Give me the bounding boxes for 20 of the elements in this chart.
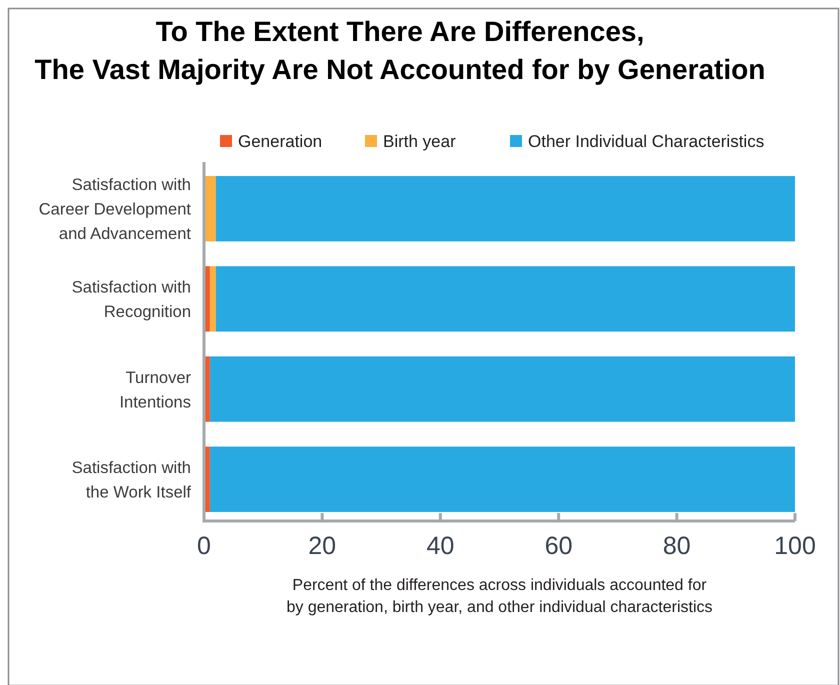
x-tick-label: 80 <box>662 532 691 560</box>
y-tick-label: Satisfaction with Career Development and Advancement <box>38 176 192 244</box>
bar <box>216 176 795 242</box>
x-tick-label: 60 <box>544 532 573 560</box>
y-tick-label: Satisfaction with the Work Itself <box>72 459 192 502</box>
y-tick-label: Turnover Intentions <box>119 368 192 412</box>
bar <box>210 356 795 422</box>
legend-label: Generation <box>238 132 322 151</box>
x-tick-label: 0 <box>197 532 211 560</box>
bar <box>216 266 795 332</box>
y-tick-label: Satisfaction with Recognition <box>72 278 191 322</box>
legend-label: Birth year <box>383 132 456 151</box>
bar <box>210 266 216 332</box>
chart-title: To The Extent There Are Differences, The Vast Majority Are Not Accounted for by Generation <box>34 16 766 85</box>
x-tick-label: 40 <box>426 532 454 560</box>
x-tick-label: 20 <box>308 532 336 560</box>
x-axis-title: Percent of the differences across individuals accounted for by generation, birth year, and other individual characteristics <box>286 577 713 616</box>
legend-label: Other Individual Characteristics <box>528 132 764 151</box>
bar <box>210 446 795 512</box>
x-tick-label: 100 <box>774 532 816 560</box>
